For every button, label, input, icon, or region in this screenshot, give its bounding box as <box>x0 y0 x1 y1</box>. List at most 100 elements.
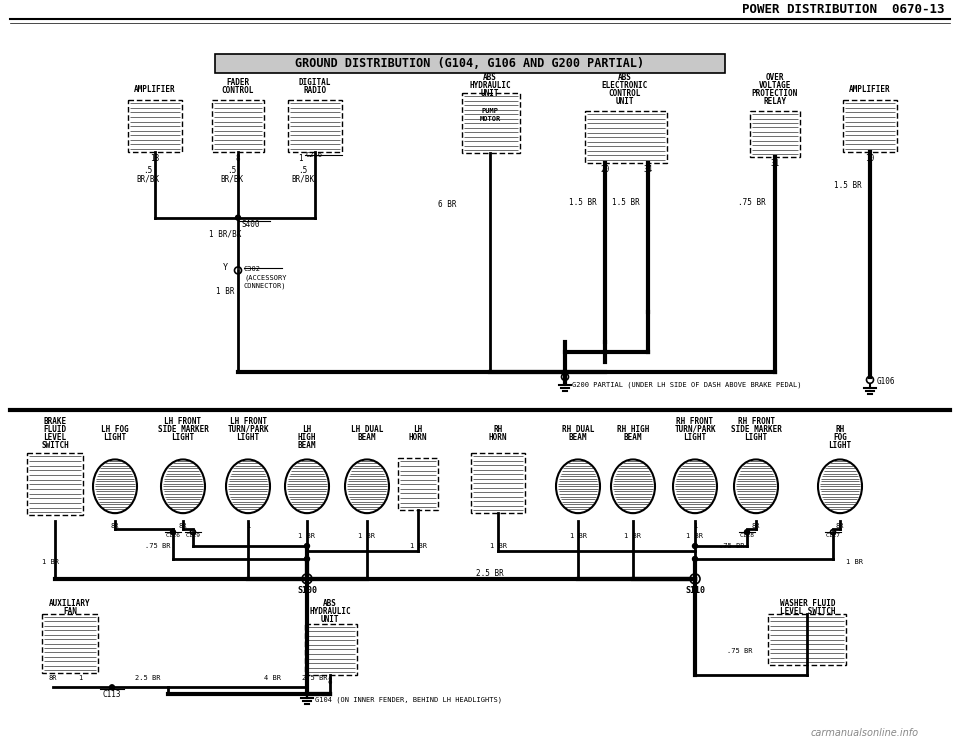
Text: 1 BR: 1 BR <box>410 543 426 549</box>
Text: C128: C128 <box>739 533 755 538</box>
Text: HYDRAULIC: HYDRAULIC <box>309 606 350 615</box>
FancyBboxPatch shape <box>215 54 725 73</box>
Text: LIGHT: LIGHT <box>684 433 707 442</box>
Text: 1.5 BR: 1.5 BR <box>612 198 640 207</box>
Text: G200 PARTIAL (UNDER LH SIDE OF DASH ABOVE BRAKE PEDAL): G200 PARTIAL (UNDER LH SIDE OF DASH ABOV… <box>572 382 802 389</box>
Text: HYDRAULIC: HYDRAULIC <box>469 81 511 90</box>
Text: 8R: 8R <box>110 523 119 529</box>
Text: 1: 1 <box>246 523 251 529</box>
Text: LH FOG: LH FOG <box>101 424 129 433</box>
Circle shape <box>234 267 242 274</box>
Text: CONNECTOR): CONNECTOR) <box>244 282 286 289</box>
Text: S100: S100 <box>297 586 317 595</box>
Text: SIDE MARKER: SIDE MARKER <box>157 424 208 433</box>
Text: FOG: FOG <box>833 433 847 442</box>
Text: 1 BR: 1 BR <box>625 533 641 539</box>
Text: RH FRONT: RH FRONT <box>737 417 775 426</box>
Text: TURN/PARK: TURN/PARK <box>674 424 716 433</box>
Circle shape <box>745 530 750 535</box>
Circle shape <box>302 574 312 584</box>
Text: 31: 31 <box>770 159 780 168</box>
Text: 4 BR: 4 BR <box>265 675 281 681</box>
Circle shape <box>304 557 309 562</box>
Text: DIGITAL: DIGITAL <box>299 78 331 87</box>
Text: 2.5 BR: 2.5 BR <box>302 675 327 681</box>
Text: AMPLIFIER: AMPLIFIER <box>850 85 891 94</box>
Text: AUXILIARY: AUXILIARY <box>49 599 91 608</box>
Text: 8R: 8R <box>752 523 760 529</box>
Text: 1 BR: 1 BR <box>490 543 507 549</box>
Text: C126: C126 <box>165 533 180 538</box>
Text: 1: 1 <box>693 523 697 529</box>
Text: carmanualsonline.info: carmanualsonline.info <box>811 728 919 738</box>
Text: HORN: HORN <box>489 433 507 442</box>
Text: BR/BK: BR/BK <box>292 175 315 184</box>
Text: RH DUAL: RH DUAL <box>562 424 594 433</box>
Text: POWER DISTRIBUTION  0670-13: POWER DISTRIBUTION 0670-13 <box>742 3 945 16</box>
Text: .5: .5 <box>299 166 307 175</box>
Circle shape <box>692 557 698 562</box>
Text: PROTECTION: PROTECTION <box>752 90 798 98</box>
Text: AMPLIFIER: AMPLIFIER <box>134 85 176 94</box>
Text: C127: C127 <box>826 533 841 538</box>
Text: RADIO: RADIO <box>303 87 326 95</box>
Text: 1 BR: 1 BR <box>569 533 587 539</box>
Text: CONTROL: CONTROL <box>222 87 254 95</box>
Text: CONTROL: CONTROL <box>609 90 641 98</box>
Text: LEVEL SWITCH: LEVEL SWITCH <box>780 606 836 615</box>
Text: ABS: ABS <box>483 73 497 82</box>
Text: 1: 1 <box>78 675 83 681</box>
Text: 8R: 8R <box>179 523 187 529</box>
Text: .5: .5 <box>228 166 236 175</box>
Circle shape <box>235 215 241 220</box>
Text: 1 BR/BK: 1 BR/BK <box>209 230 241 239</box>
Circle shape <box>690 574 700 584</box>
Text: 1 BR: 1 BR <box>216 287 234 296</box>
Text: UNIT: UNIT <box>481 90 499 98</box>
Text: (ACCESSORY: (ACCESSORY <box>244 275 286 281</box>
Circle shape <box>692 544 698 548</box>
Text: 10: 10 <box>865 154 875 163</box>
Text: ABS: ABS <box>324 599 337 608</box>
Text: BR/BK: BR/BK <box>136 175 159 184</box>
Text: C302: C302 <box>244 266 261 272</box>
Text: 1 BR: 1 BR <box>358 533 375 539</box>
Text: .75 BR: .75 BR <box>145 543 171 549</box>
Text: 6 BR: 6 BR <box>438 200 456 209</box>
Text: LH DUAL: LH DUAL <box>350 424 383 433</box>
Text: SIDE MARKER: SIDE MARKER <box>731 424 781 433</box>
Text: MOTOR: MOTOR <box>479 116 500 122</box>
Text: LIGHT: LIGHT <box>828 441 852 450</box>
Text: .75 BR: .75 BR <box>738 198 766 207</box>
Text: 8R: 8R <box>49 675 58 681</box>
Text: BR/BK: BR/BK <box>221 175 244 184</box>
Text: LEVEL: LEVEL <box>43 433 66 442</box>
Text: LH: LH <box>302 424 312 433</box>
Text: BEAM: BEAM <box>298 441 316 450</box>
Circle shape <box>304 544 309 548</box>
Text: C129: C129 <box>185 533 201 538</box>
Text: WASHER FLUID: WASHER FLUID <box>780 599 836 608</box>
Text: G104 (ON INNER FENDER, BEHIND LH HEADLIGHTS): G104 (ON INNER FENDER, BEHIND LH HEADLIG… <box>315 696 502 703</box>
Text: 20: 20 <box>600 165 610 174</box>
Text: VOLTAGE: VOLTAGE <box>758 81 791 90</box>
Text: LH FRONT: LH FRONT <box>229 417 267 426</box>
Text: G106: G106 <box>877 377 896 386</box>
Text: GROUND DISTRIBUTION (G104, G106 AND G200 PARTIAL): GROUND DISTRIBUTION (G104, G106 AND G200… <box>296 57 644 70</box>
Text: S400: S400 <box>241 219 259 229</box>
Text: LIGHT: LIGHT <box>172 433 195 442</box>
Text: RH: RH <box>493 424 503 433</box>
Text: LIGHT: LIGHT <box>744 433 768 442</box>
Text: FLUID: FLUID <box>43 424 66 433</box>
Text: C113: C113 <box>103 690 121 699</box>
Text: RH FRONT: RH FRONT <box>677 417 713 426</box>
Circle shape <box>830 530 835 535</box>
Circle shape <box>190 530 196 535</box>
Text: TURN/PARK: TURN/PARK <box>228 424 269 433</box>
Text: LIGHT: LIGHT <box>236 433 259 442</box>
Circle shape <box>171 530 176 535</box>
Text: FADER: FADER <box>227 78 250 87</box>
Text: 1 BR: 1 BR <box>847 559 863 565</box>
Text: 2.5 BR: 2.5 BR <box>476 569 504 578</box>
Text: S110: S110 <box>685 586 705 595</box>
